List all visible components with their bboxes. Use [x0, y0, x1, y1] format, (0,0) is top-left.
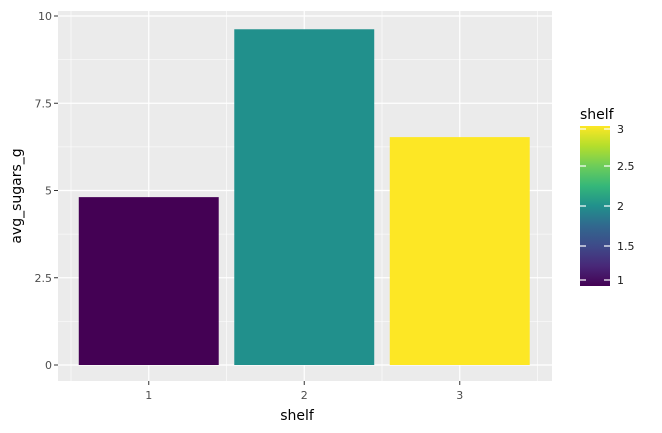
legend-tick-label: 1	[617, 274, 624, 287]
legend-tick-label: 3	[617, 123, 624, 136]
x-tick-label: 1	[145, 389, 152, 402]
legend-tick-label: 1.5	[617, 240, 635, 253]
legend: shelf 1 1.5 2 2.5 3	[580, 107, 635, 287]
y-tick-label: 10	[38, 10, 52, 23]
bar-shelf-3	[389, 137, 530, 365]
y-tick-label: 0	[45, 359, 52, 372]
x-axis: 1 2 3	[145, 381, 463, 402]
y-tick-label: 7.5	[35, 97, 53, 110]
bar-shelf-2	[234, 29, 375, 366]
y-tick-label: 2.5	[35, 272, 53, 285]
x-tick-label: 3	[456, 389, 463, 402]
x-axis-title: shelf	[280, 408, 315, 424]
y-axis: 0 2.5 5 7.5 10	[35, 10, 58, 372]
y-axis-title: avg_sugars_g	[9, 148, 25, 243]
x-tick-label: 2	[301, 389, 308, 402]
bars	[78, 29, 530, 366]
legend-title: shelf	[580, 107, 615, 123]
bar-shelf-1	[78, 197, 219, 365]
legend-ticks: 1 1.5 2 2.5 3	[580, 123, 635, 287]
y-tick-label: 5	[45, 185, 52, 198]
legend-tick-label: 2	[617, 200, 624, 213]
legend-tick-label: 2.5	[617, 160, 635, 173]
